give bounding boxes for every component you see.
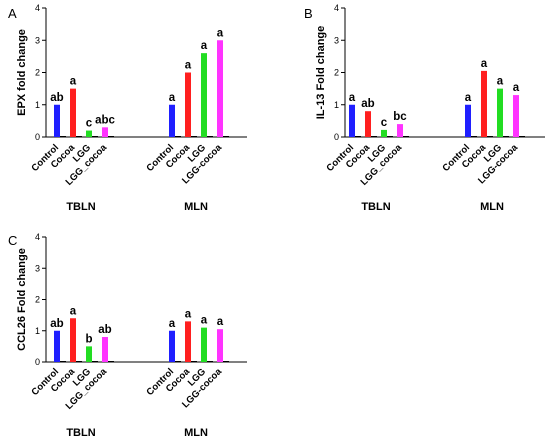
y-tick-label: 4	[35, 232, 40, 242]
bar	[102, 337, 108, 362]
y-tick-label: 1	[35, 326, 40, 336]
significance-label: a	[481, 58, 488, 70]
y-axis-label: IL-13 Fold change	[315, 26, 327, 120]
significance-label: a	[497, 76, 504, 88]
significance-label: a	[201, 315, 208, 327]
significance-label: a	[169, 92, 176, 104]
bar	[54, 330, 60, 362]
y-tick-label: 1	[35, 100, 40, 110]
bar	[349, 104, 355, 137]
y-tick-label: 4	[334, 3, 339, 13]
bar	[497, 88, 503, 137]
panel-letter: A	[8, 6, 17, 21]
y-tick-label: 3	[35, 263, 40, 273]
significance-label: a	[185, 308, 192, 320]
panel-letter: C	[8, 233, 17, 248]
bar	[397, 124, 403, 137]
group-label: TBLN	[66, 201, 95, 213]
y-tick-label: 0	[334, 132, 339, 142]
y-tick-label: 2	[35, 295, 40, 305]
significance-label: ab	[50, 92, 63, 104]
significance-label: a	[169, 318, 176, 330]
significance-label: a	[465, 92, 472, 104]
bar	[70, 318, 76, 362]
y-axis-label: EPX fold change	[16, 29, 28, 116]
significance-label: a	[185, 60, 192, 72]
group-label: MLN	[480, 201, 504, 213]
significance-label: c	[86, 118, 93, 130]
significance-label: b	[85, 333, 92, 345]
bar	[481, 70, 487, 137]
bar	[465, 104, 471, 137]
bar	[513, 95, 519, 137]
bar	[102, 127, 108, 137]
bar	[86, 130, 92, 137]
group-label: MLN	[184, 427, 208, 439]
y-tick-label: 1	[334, 100, 339, 110]
y-tick-label: 4	[35, 3, 40, 13]
significance-label: c	[381, 117, 388, 129]
y-tick-label: 3	[334, 35, 339, 45]
y-tick-label: 2	[334, 68, 339, 78]
bar	[70, 88, 76, 137]
significance-label: a	[217, 27, 224, 39]
significance-label: a	[217, 316, 224, 328]
bar	[185, 321, 191, 362]
significance-label: a	[70, 305, 77, 317]
y-tick-label: 0	[35, 357, 40, 367]
significance-label: abc	[95, 114, 115, 126]
significance-label: ab	[98, 324, 111, 336]
significance-label: a	[349, 92, 356, 104]
bar	[201, 53, 207, 137]
panel-letter: B	[304, 6, 313, 21]
bar	[54, 104, 60, 137]
bar	[217, 329, 223, 362]
y-tick-label: 2	[35, 68, 40, 78]
significance-label: ab	[50, 318, 63, 330]
y-tick-label: 3	[35, 35, 40, 45]
bar	[217, 40, 223, 137]
group-label: TBLN	[361, 201, 390, 213]
y-tick-label: 0	[35, 132, 40, 142]
bar	[169, 330, 175, 362]
bar	[381, 129, 387, 137]
bar	[185, 72, 191, 137]
significance-label: a	[513, 82, 520, 94]
group-label: TBLN	[66, 427, 95, 439]
significance-label: ab	[361, 98, 374, 110]
significance-label: a	[201, 40, 208, 52]
bar	[169, 104, 175, 137]
group-label: MLN	[184, 201, 208, 213]
significance-label: a	[70, 76, 77, 88]
bar	[86, 346, 92, 362]
bar	[365, 111, 371, 137]
significance-label: bc	[393, 111, 407, 123]
bar	[201, 327, 207, 362]
y-axis-label: CCL26 Fold change	[16, 248, 28, 351]
